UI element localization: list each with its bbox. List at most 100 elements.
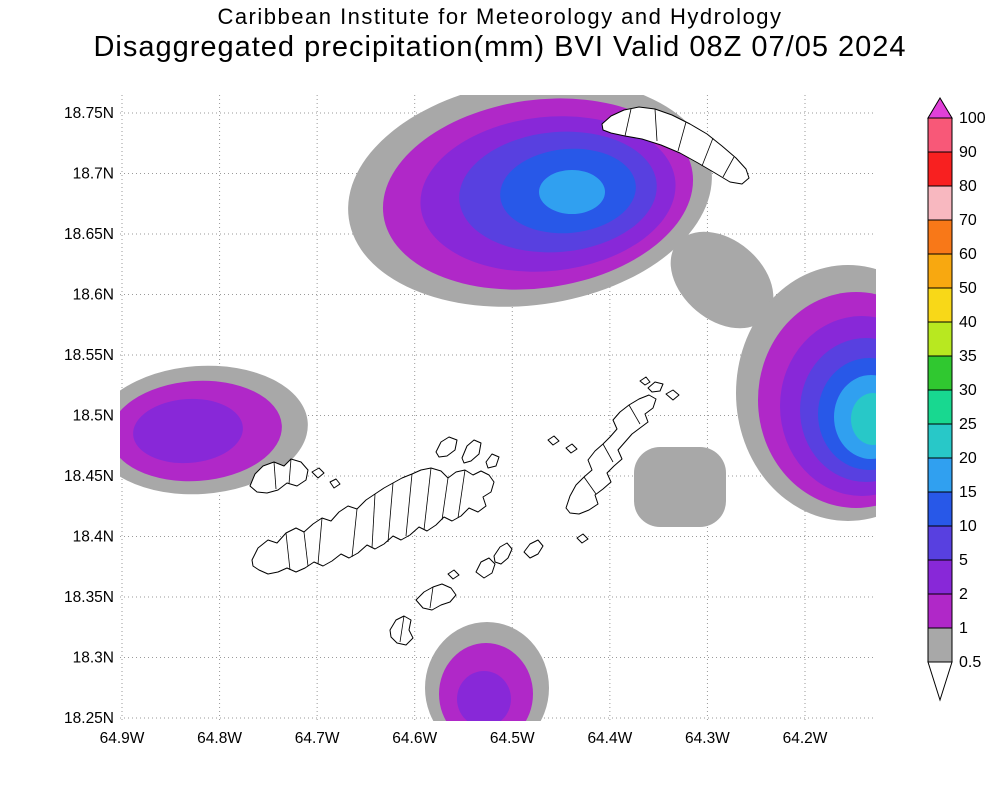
colorbar-band [927, 117, 953, 153]
island-peter-island [415, 583, 457, 611]
institution-title: Caribbean Institute for Meteorology and … [217, 4, 783, 29]
island-salt-island [475, 557, 496, 579]
colorbar-tick-label: 5 [959, 552, 968, 569]
lat-tick-label: 18.3N [73, 650, 114, 667]
colorbar-band [927, 491, 953, 527]
colorbar-tick-label: 70 [959, 212, 977, 229]
lat-tick-label: 18.45N [64, 468, 114, 485]
island-division [602, 443, 614, 463]
island-division [677, 121, 687, 152]
title-block: Caribbean Institute for Meteorology and … [0, 4, 1000, 64]
lon-tick-label: 64.3W [685, 730, 730, 747]
island-division [351, 508, 358, 558]
lat-tick-label: 18.5N [73, 408, 114, 425]
lat-tick-label: 18.6N [73, 287, 114, 304]
colorbar-band [927, 151, 953, 187]
island-anegada [601, 106, 750, 185]
island-necker-island [647, 381, 664, 393]
island-division [722, 156, 735, 178]
island-division [399, 615, 405, 643]
colorbar-tick-label: 25 [959, 416, 977, 433]
lon-tick-label: 64.5W [490, 730, 535, 747]
island-division [303, 531, 309, 567]
island-division [273, 461, 277, 490]
lat-tick-label: 18.35N [64, 589, 114, 606]
colorbar-tick-label: 40 [959, 314, 977, 331]
colorbar-band [927, 185, 953, 221]
island-division [654, 108, 658, 142]
colorbar-band [927, 423, 953, 459]
colorbar-band [927, 525, 953, 561]
colorbar-tick-label: 20 [959, 450, 977, 467]
lon-tick-label: 64.7W [295, 730, 340, 747]
colorbar-tick-label: 30 [959, 382, 977, 399]
island-division [317, 517, 323, 565]
island-dead-chest [447, 569, 460, 580]
lat-tick-label: 18.25N [64, 710, 114, 727]
colorbar-band [927, 457, 953, 493]
island-division [387, 482, 394, 543]
island-mosquito-island [639, 376, 651, 386]
lon-tick-label: 64.4W [587, 730, 632, 747]
colorbar-band [927, 321, 953, 357]
colorbar-above-max-arrow [927, 97, 953, 119]
island-division [701, 137, 714, 167]
precip-contour-east-cell-20mm [851, 393, 876, 445]
island-division [457, 469, 466, 519]
island-tortola [251, 467, 495, 575]
colorbar-tick-label: 80 [959, 178, 977, 195]
precip-contour-south-cell-2mm [457, 671, 511, 721]
island-division [429, 586, 434, 609]
colorbar-tick-label: 10 [959, 518, 977, 535]
island-cooper-island [493, 542, 513, 565]
colorbar-band [927, 389, 953, 425]
colorbar-band [927, 593, 953, 629]
island-scrub-island [485, 453, 500, 469]
precip-shading [120, 95, 876, 721]
island-prickly-pear [665, 389, 680, 401]
colorbar-tick-label: 60 [959, 246, 977, 263]
island-virgin-gorda [565, 394, 657, 515]
island-jost-van-dyke [249, 458, 309, 494]
colorbar-below-min-arrow [927, 661, 953, 702]
island-guana-island [435, 436, 458, 458]
colorbar-band [927, 219, 953, 255]
axis-labels: 18.75N 18.7N 18.65N 18.6N 18.55N 18.5N 18.45N 1… [64, 105, 828, 747]
chart-title: Disaggregated precipitation(mm) BVI Vali… [93, 31, 907, 63]
island-division [423, 467, 432, 531]
island-division [405, 473, 413, 537]
colorbar-band [927, 287, 953, 323]
lat-tick-label: 18.7N [73, 166, 114, 183]
precip-contour-central-gray-cell-0.5mm [634, 447, 726, 527]
lat-tick-label: 18.55N [64, 347, 114, 364]
colorbar-tick-label: 15 [959, 484, 977, 501]
colorbar-tick-label: 100 [959, 110, 986, 127]
island-fallen-jerusalem [576, 533, 589, 544]
islands [249, 106, 750, 646]
island-division [288, 458, 292, 485]
colorbar: 100 90 80 70 60 50 40 35 30 25 20 15 10 5 2 1 0.5 [927, 97, 986, 702]
island-ginger-island [523, 539, 544, 559]
island-division [371, 493, 376, 549]
island-division [441, 477, 449, 521]
colorbar-band [927, 627, 953, 663]
lon-tick-label: 64.6W [392, 730, 437, 747]
colorbar-band [927, 253, 953, 289]
island-division [583, 476, 597, 495]
colorbar-tick-label: 90 [959, 144, 977, 161]
colorbar-band [927, 355, 953, 391]
colorbar-tick-label: 50 [959, 280, 977, 297]
precip-contour-west-cell-2mm [133, 398, 243, 464]
lon-tick-label: 64.2W [783, 730, 828, 747]
precip-bridge [670, 231, 774, 329]
lat-tick-label: 18.65N [64, 226, 114, 243]
island-division [624, 108, 632, 137]
island-great-camanoe [461, 439, 482, 464]
colorbar-tick-label: 2 [959, 586, 968, 603]
island-division [285, 532, 291, 571]
colorbar-tick-label: 0.5 [959, 654, 981, 671]
island-little-jost-van-dyke [311, 467, 325, 479]
island-the-dogs-west [547, 435, 560, 446]
island-the-dogs-east [565, 443, 578, 454]
